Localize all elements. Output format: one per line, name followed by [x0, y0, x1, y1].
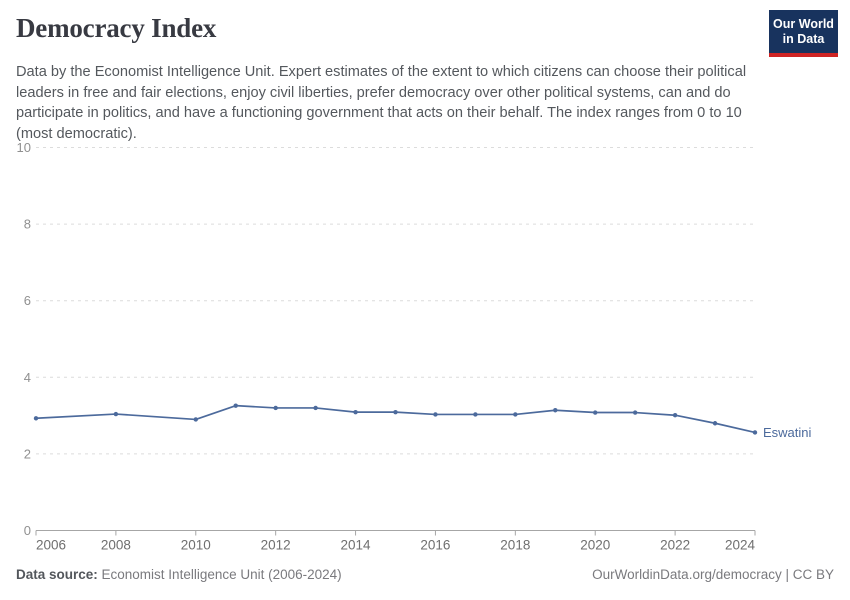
data-source-label: Data source: [16, 567, 98, 582]
y-axis-tick-label: 8 [24, 217, 31, 232]
x-axis-tick-label: 2020 [580, 538, 610, 553]
data-point[interactable] [353, 409, 358, 415]
y-axis-tick-label: 4 [24, 370, 31, 385]
x-axis-tick-label: 2018 [500, 538, 530, 553]
data-point[interactable] [33, 416, 39, 421]
data-point[interactable] [393, 409, 398, 415]
data-point[interactable] [473, 412, 478, 417]
y-axis-tick-label: 10 [17, 140, 31, 155]
x-axis-tick-label: 2022 [660, 538, 690, 553]
data-point[interactable] [113, 411, 119, 417]
data-point[interactable] [193, 417, 198, 422]
data-point[interactable] [233, 403, 238, 408]
series-end-label: Eswatini [763, 425, 812, 440]
x-axis-tick-label: 2006 [36, 538, 66, 553]
data-point[interactable] [593, 410, 598, 415]
data-source: Data source: Economist Intelligence Unit… [16, 567, 342, 582]
data-point[interactable] [273, 405, 278, 411]
x-axis-tick-label: 2024 [725, 538, 756, 553]
data-point[interactable] [712, 421, 718, 426]
x-axis-tick-label: 2016 [420, 538, 450, 553]
y-axis-tick-label: 0 [24, 523, 31, 538]
data-point[interactable] [553, 408, 558, 413]
chart-subtitle: Data by the Economist Intelligence Unit.… [16, 64, 747, 143]
data-point[interactable] [752, 430, 758, 435]
owid-logo-line2: in Data [782, 31, 825, 46]
owid-logo-red-bar [769, 52, 838, 57]
data-point[interactable] [632, 410, 638, 415]
owid-logo-box: Our World in Data [769, 10, 838, 53]
chart-footer: Data source: Economist Intelligence Unit… [16, 567, 834, 582]
x-axis-tick-label: 2010 [181, 538, 211, 553]
x-axis-tick-label: 2014 [341, 538, 372, 553]
data-point[interactable] [672, 413, 678, 418]
x-axis-tick-label: 2012 [261, 538, 291, 553]
y-axis-tick-label: 2 [24, 446, 31, 461]
series-line[interactable] [35, 404, 756, 434]
owid-logo[interactable]: Our World in Data [769, 10, 838, 57]
credit-link[interactable]: OurWorldinData.org/democracy | CC BY [592, 567, 834, 582]
data-source-value: Economist Intelligence Unit (2006-2024) [97, 567, 342, 582]
data-point[interactable] [513, 412, 518, 417]
chart-title: Democracy Index [16, 13, 217, 43]
data-point[interactable] [433, 412, 438, 417]
y-axis-tick-label: 6 [24, 293, 31, 308]
x-axis-tick-label: 2008 [101, 538, 131, 553]
data-point[interactable] [313, 405, 318, 411]
owid-logo-line1: Our World [773, 17, 834, 31]
